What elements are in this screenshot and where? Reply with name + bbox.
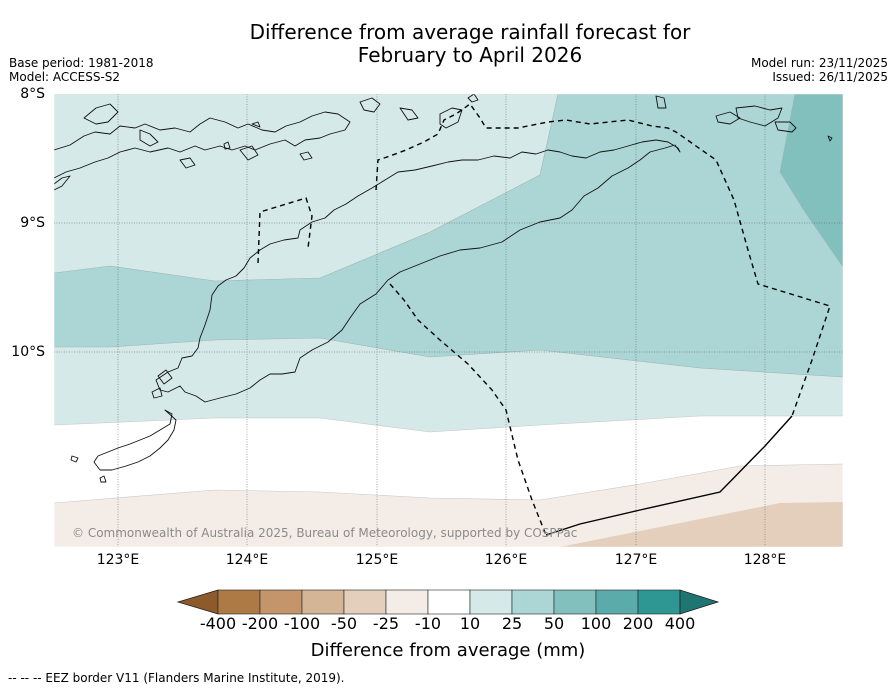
colorbar-label: Difference from average (mm) xyxy=(310,640,586,661)
lon-label-127e: 127°E xyxy=(614,552,658,568)
colorbar-tick: -50 xyxy=(330,614,358,633)
copyright-credit: © Commonwealth of Australia 2025, Bureau… xyxy=(72,526,578,540)
lon-label-126e: 126°E xyxy=(484,552,528,568)
colorbar-tick: 400 xyxy=(664,614,696,633)
lat-label-8s: 8°S xyxy=(20,86,45,102)
lat-label-9s: 9°S xyxy=(20,215,45,231)
lon-label-123e: 123°E xyxy=(96,552,140,568)
colorbar-extend-low xyxy=(176,589,219,615)
band-minus25-to-minus10 xyxy=(54,464,843,547)
colorbar-bin xyxy=(511,589,555,615)
lon-label-128e: 128°E xyxy=(743,552,787,568)
colorbar-bin xyxy=(385,589,429,615)
colorbar-extend-high xyxy=(679,589,720,615)
colorbar-tick: -10 xyxy=(414,614,442,633)
eez-footnote: -- -- -- EEZ border V11 (Flanders Marine… xyxy=(8,671,345,685)
band-50-to-100 xyxy=(780,94,843,267)
colorbar-tick: -400 xyxy=(199,614,237,633)
colorbar-bin xyxy=(427,589,471,615)
colorbar-tick: 10 xyxy=(459,614,481,633)
lat-label-10s: 10°S xyxy=(11,344,45,360)
band-25-to-50 xyxy=(54,94,843,377)
chart-title-line2: February to April 2026 xyxy=(357,43,583,67)
colorbar-bin xyxy=(595,589,639,615)
colorbar-bin xyxy=(301,589,345,615)
colorbar-tick: 200 xyxy=(622,614,654,633)
eez-border xyxy=(257,103,831,536)
eez-border-solid xyxy=(545,415,793,536)
band-minus50-to-minus25 xyxy=(560,502,843,547)
colorbar-tick: 50 xyxy=(543,614,565,633)
colorbar-tick: 25 xyxy=(501,614,523,633)
model-run: Model run: 23/11/2025 xyxy=(750,56,888,70)
colorbar-bin xyxy=(469,589,513,615)
lon-label-124e: 124°E xyxy=(225,552,269,568)
colorbar-tick: 100 xyxy=(580,614,612,633)
colorbar-bin xyxy=(259,589,303,615)
chart-title-line1: Difference from average rainfall forecas… xyxy=(249,20,691,44)
colorbar-bin xyxy=(343,589,387,615)
colorbar-tick: -200 xyxy=(241,614,279,633)
colorbar-bin xyxy=(637,589,681,615)
issued-date: Issued: 26/11/2025 xyxy=(772,70,888,84)
colorbar-bin xyxy=(553,589,597,615)
colorbar-bin xyxy=(217,589,261,615)
lon-label-125e: 125°E xyxy=(355,552,399,568)
colorbar-tick: -25 xyxy=(372,614,400,633)
base-period: Base period: 1981-2018 xyxy=(9,56,154,70)
coastlines xyxy=(54,94,833,483)
colorbar xyxy=(176,589,720,615)
colorbar-tick: -100 xyxy=(283,614,321,633)
model-name: Model: ACCESS-S2 xyxy=(9,70,121,84)
